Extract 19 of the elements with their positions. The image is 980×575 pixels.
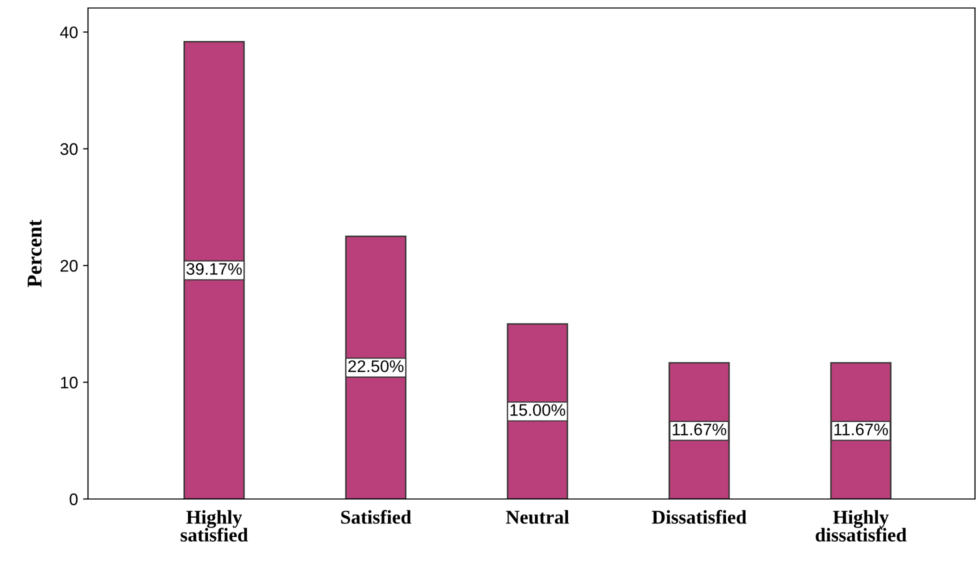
data-label: 11.67% bbox=[834, 424, 888, 436]
x-tick-label: Neutral bbox=[506, 510, 570, 524]
x-tick-label: Satisfied bbox=[341, 510, 412, 524]
x-tick-label: Dissatisfied bbox=[652, 510, 746, 524]
x-tick-label: Highly satisfied bbox=[180, 510, 248, 542]
data-label: 39.17% bbox=[186, 263, 242, 275]
y-tick-label: 40 bbox=[60, 26, 78, 38]
data-label: 15.00% bbox=[510, 404, 566, 416]
bar bbox=[345, 236, 406, 499]
y-axis-title: Percent bbox=[28, 220, 42, 288]
y-tick-label: 30 bbox=[60, 143, 78, 155]
x-tick-label: Highly dissatisfied bbox=[816, 510, 907, 542]
data-label: 22.50% bbox=[348, 360, 404, 372]
bar bbox=[506, 323, 568, 499]
bar bbox=[184, 41, 245, 499]
y-tick-label: 20 bbox=[60, 260, 78, 272]
data-label: 11.67% bbox=[672, 424, 726, 436]
y-tick-label: 10 bbox=[61, 376, 78, 388]
y-tick-label: 0 bbox=[70, 493, 78, 506]
